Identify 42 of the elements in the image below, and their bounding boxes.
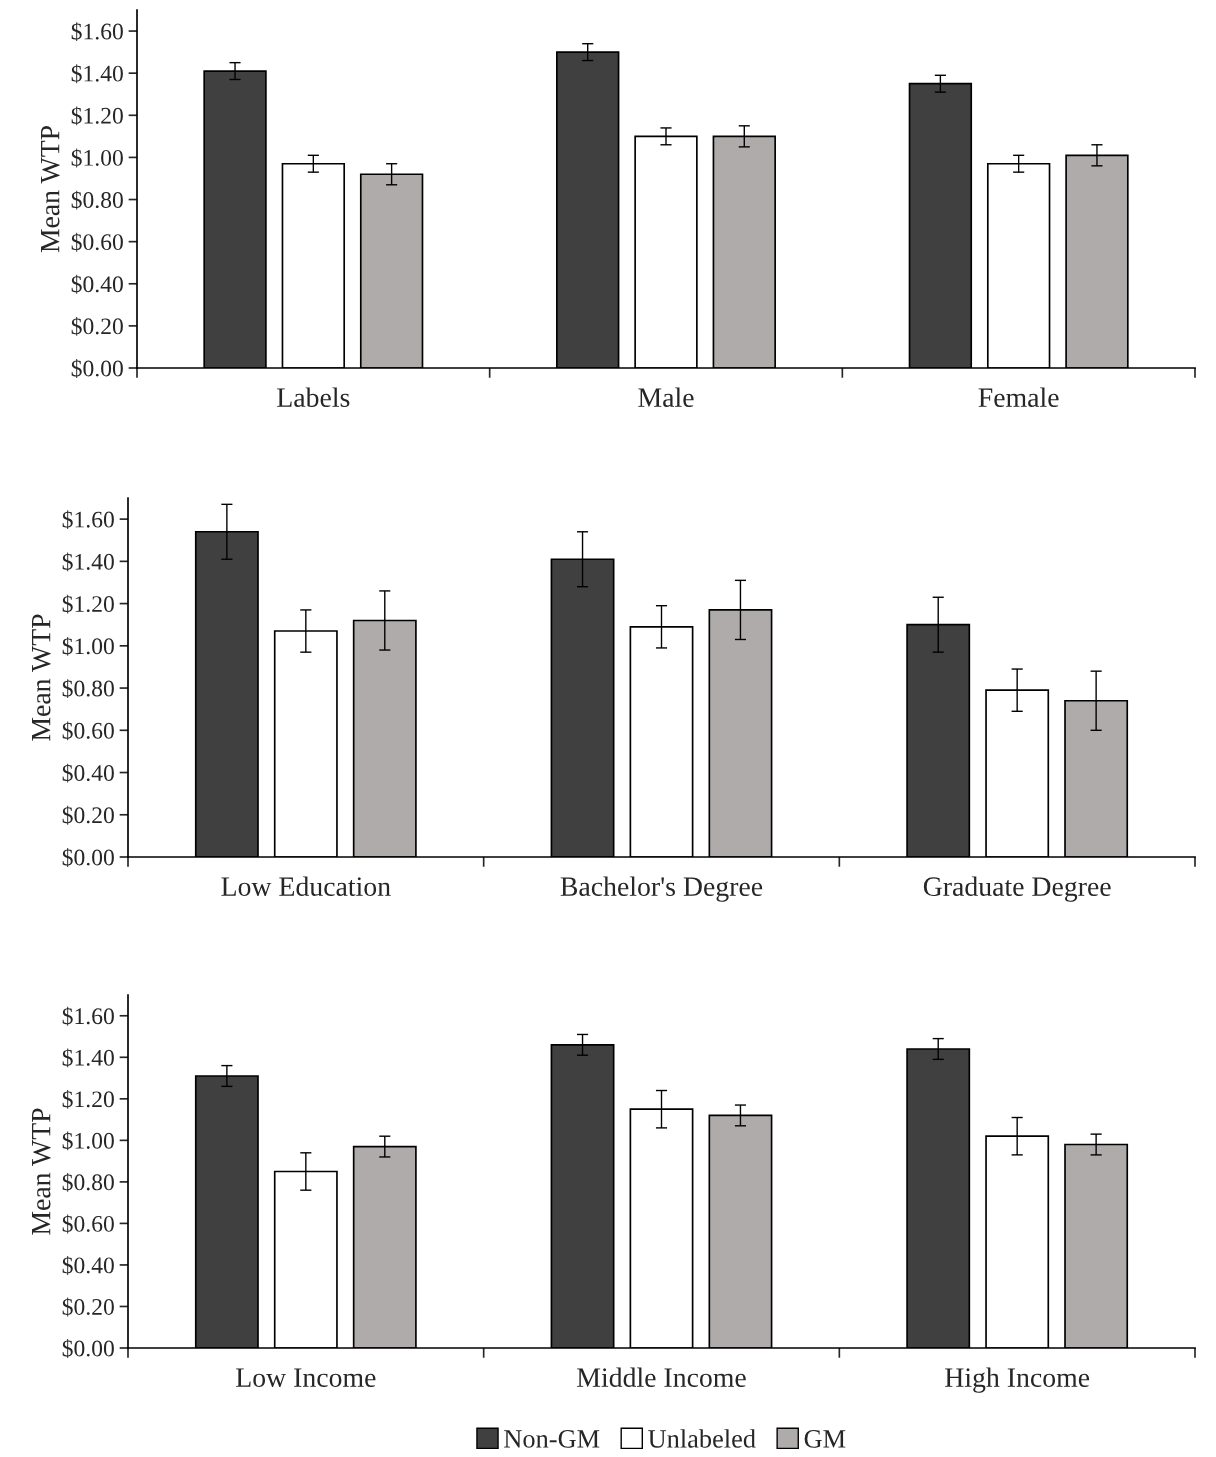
y-tick-label: $1.20 <box>71 106 123 126</box>
x-tick-label: Low Education <box>221 876 391 896</box>
y-tick-label: $1.60 <box>62 1006 114 1026</box>
y-tick-label: $0.60 <box>71 232 123 252</box>
legend-label: Non-GM <box>504 1430 600 1448</box>
x-tick-label: Low Income <box>236 1368 376 1387</box>
y-tick-label: $0.60 <box>62 721 114 741</box>
x-tick-label: Male <box>638 387 694 407</box>
y-tick-label: $1.00 <box>62 1131 114 1151</box>
y-tick-label: $1.40 <box>71 64 123 84</box>
y-tick-label: $0.80 <box>62 1172 114 1192</box>
y-tick-label: $1.60 <box>71 22 123 42</box>
y-tick-label: $0.40 <box>62 763 114 783</box>
y-axis-title: Mean WTP <box>41 125 60 253</box>
y-tick-label: $0.80 <box>62 679 114 699</box>
y-axis-title: Mean WTP <box>32 1108 51 1235</box>
y-tick-label: $1.00 <box>62 636 114 656</box>
legend-label: Unlabeled <box>648 1429 756 1448</box>
x-tick-label: Labels <box>277 387 350 407</box>
y-tick-label: $0.40 <box>62 1256 114 1275</box>
y-tick-label: $1.40 <box>62 552 114 572</box>
y-tick-label: $0.20 <box>71 316 123 336</box>
y-tick-label: $0.00 <box>71 359 123 378</box>
y-axis-title: Mean WTP <box>32 614 51 741</box>
y-tick-label: $1.40 <box>62 1048 114 1068</box>
y-tick-label: $1.00 <box>71 148 123 168</box>
x-tick-label: Bachelor's Degree <box>560 876 763 902</box>
y-tick-label: $0.00 <box>62 848 114 867</box>
y-tick-label: $0.40 <box>71 274 123 294</box>
x-tick-label: Middle Income <box>577 1367 746 1387</box>
x-tick-label: Female <box>978 387 1059 407</box>
y-tick-label: $0.80 <box>71 190 123 210</box>
y-tick-label: $0.20 <box>62 1297 114 1317</box>
y-tick-label: $1.60 <box>62 510 114 530</box>
y-tick-label: $1.20 <box>62 594 114 614</box>
y-tick-label: $1.20 <box>62 1089 114 1109</box>
x-tick-label: Graduate Degree <box>923 876 1111 902</box>
y-tick-label: $0.60 <box>62 1214 114 1234</box>
x-tick-label: High Income <box>945 1367 1090 1393</box>
y-tick-label: $0.20 <box>62 805 114 825</box>
legend-label: GM <box>804 1430 846 1448</box>
y-tick-label: $0.00 <box>62 1339 114 1358</box>
